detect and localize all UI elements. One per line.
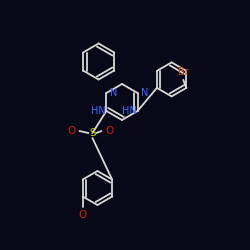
Text: S: S (89, 128, 96, 138)
Text: Br: Br (178, 67, 189, 77)
Text: N: N (141, 88, 148, 98)
Text: HN: HN (91, 106, 106, 116)
Text: O: O (105, 126, 114, 136)
Text: O: O (78, 210, 87, 220)
Text: N: N (110, 88, 117, 98)
Text: O: O (67, 126, 76, 136)
Text: HN: HN (122, 106, 137, 116)
